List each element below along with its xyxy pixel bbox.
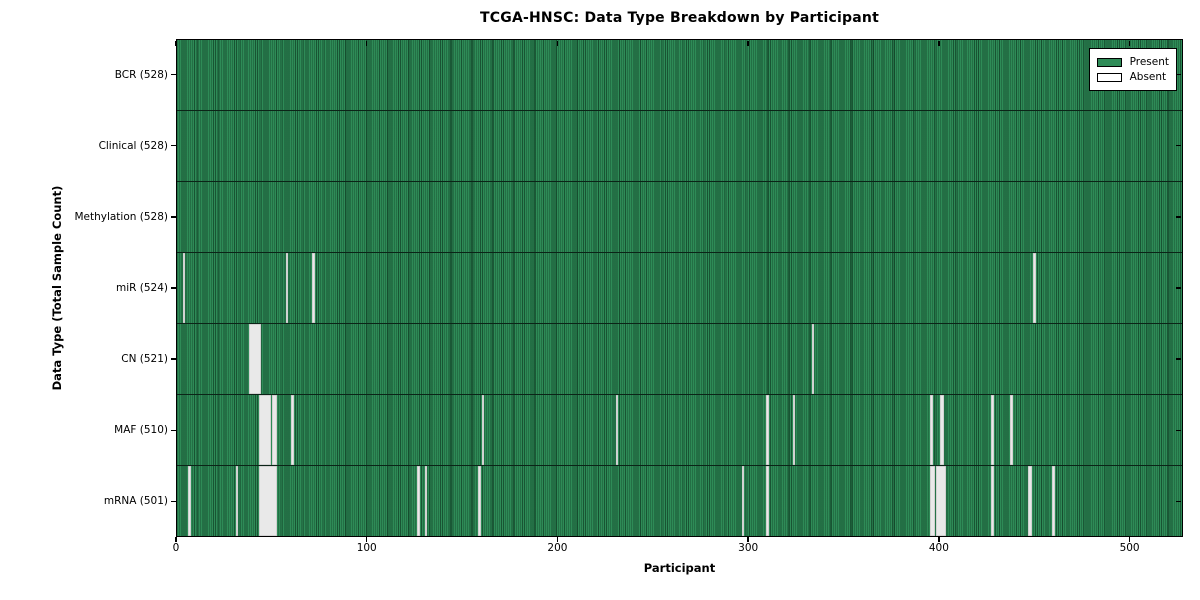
legend-swatch-absent: [1096, 72, 1122, 82]
x-tick: [938, 40, 940, 46]
x-tick-label: 0: [172, 542, 180, 554]
y-tick-label: Clinical (528): [98, 139, 168, 152]
legend-swatch-present: [1096, 57, 1122, 67]
absent-stripe: [1033, 253, 1036, 323]
row-methylation: [177, 181, 1182, 252]
legend-item-absent: Absent: [1096, 70, 1169, 84]
absent-stripe: [272, 395, 277, 465]
x-tick: [747, 537, 749, 542]
x-tick-label: 200: [547, 542, 568, 554]
y-tick: [1176, 144, 1182, 147]
y-tick-label: miR (524): [115, 282, 168, 294]
absent-stripe: [259, 466, 277, 536]
y-tick: [1176, 500, 1182, 503]
plot-area: Present Absent: [176, 39, 1183, 537]
rows-layer: [177, 40, 1182, 536]
x-tick: [365, 40, 368, 46]
y-tick-label: CN (521): [121, 353, 168, 366]
absent-stripe: [259, 395, 271, 465]
y-tick: [1176, 287, 1182, 289]
y-tick: [171, 429, 176, 432]
y-tick: [1176, 216, 1182, 218]
x-tick-label: 500: [1119, 542, 1140, 554]
absent-stripe: [991, 395, 994, 465]
y-tick: [1176, 358, 1182, 360]
x-tick: [175, 537, 177, 542]
absent-stripe: [812, 324, 815, 394]
row-mir: [177, 252, 1182, 323]
chart-title: TCGA-HNSC: Data Type Breakdown by Partic…: [480, 10, 879, 26]
absent-stripe: [482, 395, 485, 465]
x-tick: [175, 40, 177, 46]
row-bcr: [177, 40, 1182, 110]
y-tick: [1176, 429, 1182, 432]
absent-stripe: [936, 466, 946, 536]
absent-stripe: [793, 395, 796, 465]
legend-label-absent: Absent: [1129, 71, 1167, 83]
absent-stripe: [312, 253, 315, 323]
absent-stripe: [766, 466, 769, 536]
y-tick-label: mRNA (501): [103, 495, 168, 508]
row-mrna: [177, 465, 1182, 536]
x-tick: [1128, 40, 1131, 46]
absent-stripe: [182, 253, 186, 323]
y-tick-label: BCR (528): [114, 68, 168, 81]
absent-stripe: [478, 466, 481, 536]
row-clinical: [177, 110, 1182, 181]
y-tick: [171, 73, 176, 76]
row-maf: [177, 394, 1182, 465]
x-tick: [1128, 537, 1131, 542]
absent-stripe: [424, 466, 428, 536]
y-tick-label: Methylation (528): [74, 210, 168, 223]
absent-stripe: [741, 466, 744, 536]
x-axis-label: Participant: [643, 561, 716, 575]
y-tick: [171, 287, 176, 289]
y-tick: [171, 358, 176, 360]
absent-stripe: [930, 395, 933, 465]
absent-stripe: [991, 466, 994, 536]
x-tick: [365, 537, 368, 542]
y-tick-label: MAF (510): [114, 424, 168, 437]
x-tick-label: 400: [928, 542, 949, 554]
absent-stripe: [1027, 466, 1032, 536]
absent-stripe: [615, 395, 618, 465]
y-tick: [171, 500, 176, 503]
absent-stripe: [188, 466, 191, 536]
absent-stripe: [1010, 395, 1013, 465]
absent-stripe: [939, 395, 945, 465]
y-tick: [171, 144, 176, 147]
x-tick: [938, 537, 940, 542]
x-tick: [556, 537, 559, 542]
absent-stripe: [236, 466, 239, 536]
row-cn: [177, 323, 1182, 394]
legend: Present Absent: [1088, 48, 1177, 91]
legend-label-present: Present: [1129, 56, 1169, 68]
x-tick: [747, 40, 749, 46]
legend-item-present: Present: [1096, 55, 1169, 69]
y-tick: [1176, 73, 1182, 76]
x-tick-label: 100: [356, 542, 377, 554]
absent-stripe: [249, 324, 262, 394]
y-tick: [171, 216, 176, 218]
absent-stripe: [291, 395, 294, 465]
absent-stripe: [285, 253, 288, 323]
absent-stripe: [930, 466, 935, 536]
absent-stripe: [766, 395, 769, 465]
x-tick-label: 300: [738, 542, 759, 554]
absent-stripe: [1052, 466, 1055, 536]
x-tick: [556, 40, 559, 46]
absent-stripe: [417, 466, 420, 536]
